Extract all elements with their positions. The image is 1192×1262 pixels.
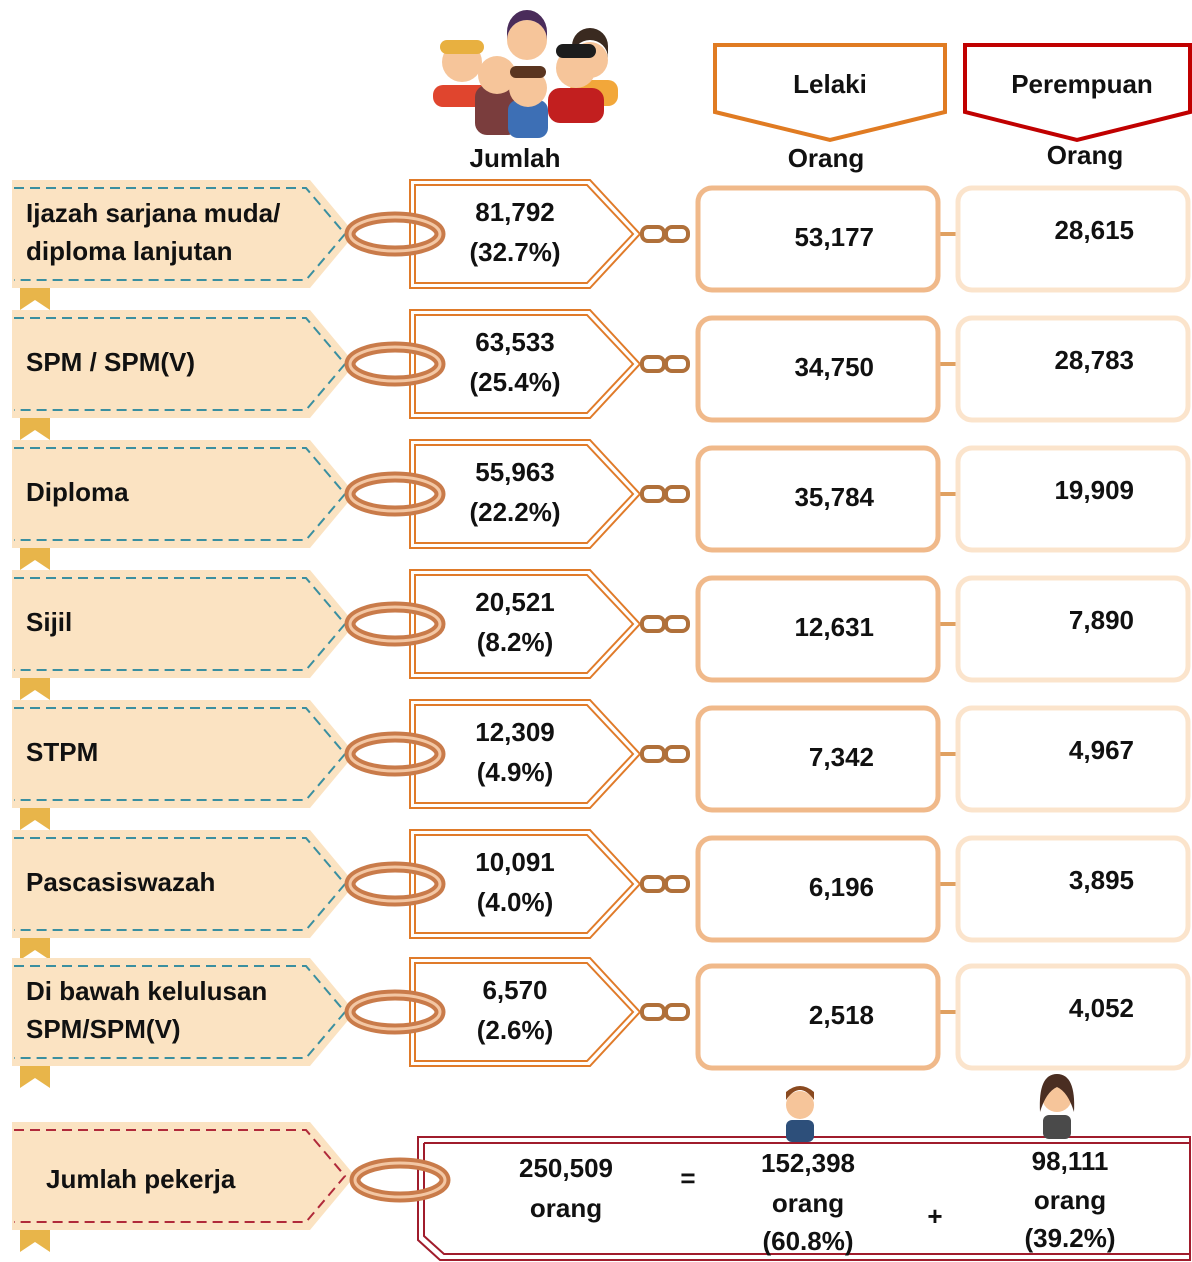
woman-icon <box>1043 1115 1071 1139</box>
chain-link <box>642 617 664 631</box>
row-female: 28,783 <box>1054 345 1134 375</box>
row-total: 20,521 <box>475 587 555 617</box>
tag-fold <box>20 938 50 960</box>
row-total: 10,091 <box>475 847 555 877</box>
summary-equals: = <box>680 1163 695 1193</box>
tag-fold <box>20 808 50 830</box>
chain-link <box>666 1005 688 1019</box>
tag-fold <box>20 418 50 440</box>
female-unit: Orang <box>1047 140 1124 170</box>
row-label: diploma lanjutan <box>26 236 233 266</box>
row-label: Pascasiswazah <box>26 867 215 897</box>
row-label: Sijil <box>26 607 72 637</box>
row-female: 7,890 <box>1069 605 1134 635</box>
summary-female: 98,111 <box>1032 1146 1109 1176</box>
tag-fold <box>20 1230 50 1252</box>
tag-fold <box>20 678 50 700</box>
chain-link <box>642 747 664 761</box>
label-tag <box>12 180 355 288</box>
row-percent: (4.0%) <box>477 887 554 917</box>
tag-fold <box>20 548 50 570</box>
row-total: 63,533 <box>475 327 555 357</box>
row-male: 53,177 <box>794 222 874 252</box>
row-male: 2,518 <box>809 1000 874 1030</box>
row-label: Di bawah kelulusan <box>26 976 267 1006</box>
tag-fold <box>20 1066 50 1088</box>
summary-label: Jumlah pekerja <box>46 1164 236 1194</box>
chain-link <box>642 1005 664 1019</box>
row-label: STPM <box>26 737 98 767</box>
summary-female-unit: orang <box>1034 1185 1106 1215</box>
row-female: 4,967 <box>1069 735 1134 765</box>
chain-link <box>642 227 664 241</box>
row-female: 4,052 <box>1069 993 1134 1023</box>
row-male: 12,631 <box>794 612 874 642</box>
row-percent: (4.9%) <box>477 757 554 787</box>
chain-link <box>666 617 688 631</box>
male-unit: Orang <box>788 143 865 173</box>
summary-total: 250,509 <box>519 1153 613 1183</box>
label-tag <box>12 958 355 1066</box>
chain-link <box>666 487 688 501</box>
summary-male-percent: (60.8%) <box>762 1226 853 1256</box>
summary-total-unit: orang <box>530 1193 602 1223</box>
row-percent: (22.2%) <box>469 497 560 527</box>
summary-plus: + <box>927 1201 942 1231</box>
row-total: 12,309 <box>475 717 555 747</box>
summary-female-percent: (39.2%) <box>1024 1223 1115 1253</box>
chain-link <box>666 357 688 371</box>
male-header: Lelaki <box>793 69 867 99</box>
row-total: 81,792 <box>475 197 555 227</box>
tag-fold <box>20 288 50 310</box>
chain-link <box>642 877 664 891</box>
row-percent: (25.4%) <box>469 367 560 397</box>
row-total: 55,963 <box>475 457 555 487</box>
chain-link <box>642 357 664 371</box>
row-label: Diploma <box>26 477 129 507</box>
row-male: 6,196 <box>809 872 874 902</box>
total-header: Jumlah <box>469 143 560 173</box>
row-male: 34,750 <box>794 352 874 382</box>
chain-link <box>642 487 664 501</box>
row-percent: (32.7%) <box>469 237 560 267</box>
man-icon <box>786 1091 814 1119</box>
row-male: 35,784 <box>794 482 874 512</box>
row-percent: (2.6%) <box>477 1015 554 1045</box>
row-female: 3,895 <box>1069 865 1134 895</box>
chain-link <box>666 747 688 761</box>
row-total: 6,570 <box>482 975 547 1005</box>
chain-link <box>666 227 688 241</box>
row-percent: (8.2%) <box>477 627 554 657</box>
people-icon <box>433 10 618 138</box>
row-label: SPM/SPM(V) <box>26 1014 181 1044</box>
row-female: 28,615 <box>1054 215 1134 245</box>
row-label: Ijazah sarjana muda/ <box>26 198 280 228</box>
female-header: Perempuan <box>1011 69 1153 99</box>
summary-male: 152,398 <box>761 1148 855 1178</box>
infographic: Lelaki Perempuan Jumlah Orang Orang Ijaz… <box>0 0 1192 1262</box>
chain-link <box>666 877 688 891</box>
summary-male-unit: orang <box>772 1188 844 1218</box>
row-male: 7,342 <box>809 742 874 772</box>
row-label: SPM / SPM(V) <box>26 347 195 377</box>
row-female: 19,909 <box>1054 475 1134 505</box>
man-icon <box>786 1120 814 1142</box>
